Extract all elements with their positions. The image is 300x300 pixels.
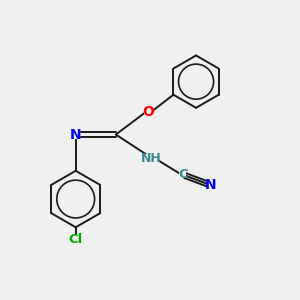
FancyBboxPatch shape [70, 235, 81, 244]
Text: Cl: Cl [69, 233, 83, 246]
Text: C: C [178, 168, 188, 181]
FancyBboxPatch shape [208, 181, 214, 189]
Text: NH: NH [141, 152, 162, 165]
FancyBboxPatch shape [72, 130, 80, 139]
Text: O: O [142, 105, 154, 119]
Text: N: N [205, 178, 217, 192]
Text: N: N [70, 128, 82, 142]
FancyBboxPatch shape [179, 170, 186, 178]
FancyBboxPatch shape [145, 154, 158, 163]
FancyBboxPatch shape [144, 107, 153, 116]
